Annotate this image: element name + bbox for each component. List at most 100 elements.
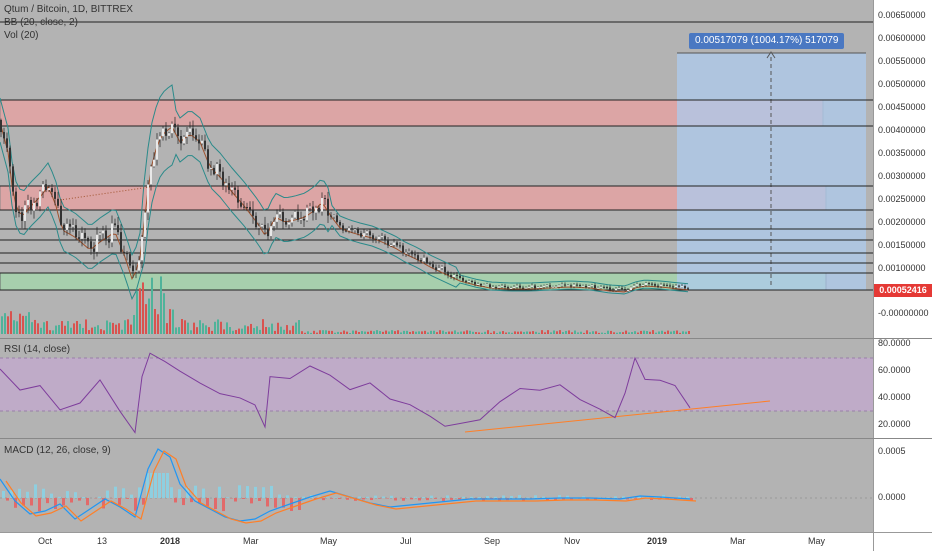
volume-indicator-label[interactable]: Vol (20): [4, 29, 133, 42]
macd-pane[interactable]: MACD (12, 26, close, 9): [0, 439, 873, 532]
candle-body: [654, 284, 656, 286]
macd-indicator-label[interactable]: MACD (12, 26, close, 9): [4, 444, 111, 457]
macd-canvas[interactable]: [0, 439, 873, 532]
macd-histogram-bar: [34, 484, 37, 498]
candle-body: [144, 213, 146, 237]
candle-body: [660, 285, 662, 287]
volume-bar: [553, 330, 555, 334]
volume-bar: [211, 331, 213, 334]
candle-body: [63, 225, 65, 230]
macd-histogram-bar: [178, 489, 181, 498]
volume-bar: [16, 321, 18, 334]
candle-body: [18, 212, 20, 213]
volume-bar: [31, 322, 33, 334]
macd-histogram-bar: [214, 498, 217, 509]
candle-body: [684, 286, 686, 288]
volume-bar: [385, 331, 387, 334]
candle-body: [78, 237, 80, 239]
candle-body: [180, 136, 182, 143]
macd-histogram-bar: [326, 497, 329, 498]
macd-histogram-bar: [374, 496, 377, 498]
candle-body: [99, 233, 101, 234]
volume-bar: [148, 299, 150, 334]
pane-separator[interactable]: [0, 338, 932, 339]
candle-body: [291, 218, 293, 223]
volume-bar: [292, 326, 294, 334]
volume-bar: [577, 332, 579, 334]
macd-histogram-bar: [478, 497, 481, 498]
symbol-title[interactable]: Qtum / Bitcoin, 1D, BITTREX: [4, 3, 133, 16]
candle-body: [189, 128, 191, 131]
macd-histogram-bar: [66, 491, 69, 498]
candle-body: [642, 285, 644, 286]
price-chart-pane[interactable]: Qtum / Bitcoin, 1D, BITTREX BB (20, clos…: [0, 0, 873, 338]
macd-histogram-bar: [370, 498, 373, 500]
volume-bar: [229, 327, 231, 334]
volume-bar: [202, 323, 204, 334]
candle-body: [630, 287, 632, 290]
candle-body: [204, 141, 206, 150]
candle-body: [561, 285, 563, 286]
candle-body: [108, 239, 110, 242]
volume-bar: [478, 332, 480, 334]
current-price-tag: 0.00052416: [874, 284, 932, 297]
time-tick-label: May: [808, 536, 825, 546]
candle-body: [387, 241, 389, 246]
price-chart-canvas[interactable]: [0, 0, 873, 338]
volume-bar: [40, 328, 42, 334]
candle-body: [639, 284, 641, 285]
candle-body: [231, 188, 233, 190]
candle-body: [402, 246, 404, 254]
macd-histogram-bar: [686, 497, 689, 498]
volume-bar: [469, 331, 471, 334]
candle-body: [576, 285, 578, 286]
volume-bar: [154, 309, 156, 334]
candle-body: [285, 221, 287, 224]
candle-body: [627, 290, 629, 291]
candle-body: [330, 216, 332, 217]
candle-body: [573, 285, 575, 287]
candle-body: [594, 285, 596, 288]
macd-histogram-bar: [322, 498, 325, 500]
macd-histogram-bar: [202, 489, 205, 498]
candle-body: [57, 199, 59, 206]
candle-body: [105, 230, 107, 239]
rsi-indicator-label[interactable]: RSI (14, close): [4, 343, 70, 356]
volume-bar: [109, 322, 111, 334]
macd-histogram-bar: [278, 495, 281, 498]
macd-histogram-bar: [86, 498, 89, 505]
volume-bar: [184, 320, 186, 334]
candle-body: [426, 258, 428, 263]
time-tick-label: Nov: [564, 536, 580, 546]
pane-separator[interactable]: [0, 438, 932, 439]
price-tick-label: -0.00000000: [878, 308, 929, 318]
candle-body: [120, 232, 122, 252]
candle-body: [186, 132, 188, 137]
candle-body: [651, 284, 653, 285]
volume-bar: [370, 331, 372, 334]
volume-bar: [121, 330, 123, 334]
candle-body: [129, 254, 131, 265]
volume-bar: [673, 331, 675, 334]
bb-indicator-label[interactable]: BB (20, close, 2): [4, 16, 133, 29]
volume-bar: [190, 330, 192, 334]
candle-body: [261, 225, 263, 227]
candle-body: [600, 287, 602, 288]
macd-histogram-bar: [418, 498, 421, 500]
macd-histogram-bar: [286, 495, 289, 498]
volume-bar: [628, 332, 630, 334]
volume-bar: [574, 331, 576, 334]
candle-body: [243, 207, 245, 208]
candle-body: [417, 255, 419, 260]
rsi-canvas[interactable]: [0, 339, 873, 438]
candle-body: [54, 192, 56, 199]
volume-bar: [397, 330, 399, 334]
volume-bar: [667, 331, 669, 334]
axis-corner[interactable]: [873, 532, 932, 551]
macd-histogram-bar: [246, 486, 249, 498]
rsi-pane[interactable]: RSI (14, close): [0, 339, 873, 438]
volume-bar: [568, 330, 570, 334]
